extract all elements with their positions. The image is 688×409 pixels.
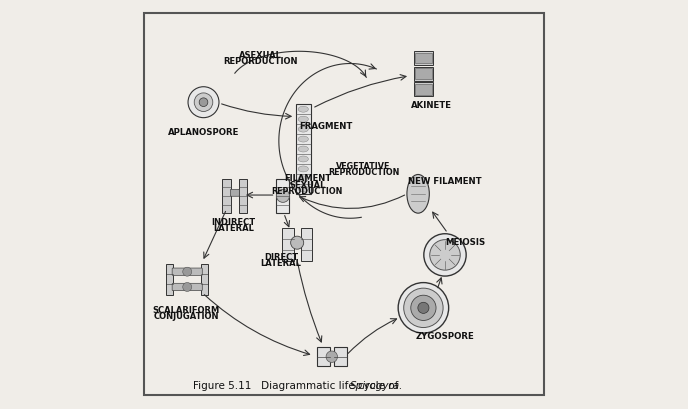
FancyBboxPatch shape (172, 268, 202, 276)
Bar (330, 353, 334, 360)
Text: SCALARIFORM: SCALARIFORM (152, 305, 219, 314)
Text: FRAGMENT: FRAGMENT (299, 121, 352, 130)
Ellipse shape (298, 187, 308, 192)
Text: ASEXUAL: ASEXUAL (239, 51, 282, 59)
Ellipse shape (298, 147, 308, 153)
Text: Figure 5.11   Diagrammatic life cycle of: Figure 5.11 Diagrammatic life cycle of (193, 380, 402, 390)
Text: DIRECT: DIRECT (264, 252, 298, 261)
Circle shape (188, 88, 219, 118)
Bar (277, 179, 290, 213)
Text: APLANOSPORE: APLANOSPORE (168, 128, 239, 137)
Text: LATERAL: LATERAL (213, 224, 254, 233)
Text: REPRODUCTION: REPRODUCTION (328, 168, 399, 177)
Bar (334, 347, 347, 366)
Bar (296, 105, 310, 194)
Bar (413, 52, 433, 66)
Bar (316, 347, 330, 366)
Bar (239, 179, 248, 213)
Bar (413, 83, 433, 97)
Ellipse shape (298, 127, 308, 133)
Ellipse shape (298, 176, 308, 182)
Text: REPORDUCTION: REPORDUCTION (224, 57, 298, 66)
Text: AKINETE: AKINETE (411, 101, 452, 110)
Ellipse shape (298, 137, 308, 143)
Ellipse shape (407, 175, 429, 213)
Text: ZYGOSPORE: ZYGOSPORE (416, 331, 474, 340)
Circle shape (277, 190, 290, 203)
Ellipse shape (298, 157, 308, 162)
Circle shape (199, 99, 208, 107)
Text: MEIOSIS: MEIOSIS (445, 237, 486, 246)
Text: REPRODUCTION: REPRODUCTION (272, 187, 343, 196)
FancyBboxPatch shape (172, 283, 202, 291)
Bar (202, 265, 208, 295)
Ellipse shape (298, 107, 308, 113)
Bar (416, 69, 431, 80)
Circle shape (326, 351, 338, 362)
Circle shape (183, 267, 192, 276)
Circle shape (418, 303, 429, 314)
Text: INDIRECT: INDIRECT (211, 218, 255, 227)
Text: LATERAL: LATERAL (261, 258, 301, 267)
Bar (301, 229, 312, 261)
Text: SEXUAL: SEXUAL (289, 180, 325, 189)
Bar (282, 229, 294, 261)
Circle shape (183, 283, 192, 292)
Bar (166, 265, 173, 295)
Circle shape (430, 240, 460, 270)
Bar (416, 85, 431, 95)
Circle shape (424, 234, 466, 276)
Ellipse shape (298, 117, 308, 123)
Circle shape (398, 283, 449, 333)
Bar (413, 67, 433, 81)
Text: NEW FILAMENT: NEW FILAMENT (408, 176, 482, 185)
Text: VEGETATIVE: VEGETATIVE (336, 162, 391, 171)
Text: CONJUGATION: CONJUGATION (153, 311, 219, 320)
Bar (416, 54, 431, 64)
Text: FILAMENT: FILAMENT (283, 173, 331, 182)
Ellipse shape (298, 166, 308, 173)
Circle shape (290, 236, 303, 249)
FancyBboxPatch shape (230, 190, 239, 197)
Bar (222, 179, 231, 213)
Circle shape (411, 295, 436, 321)
Circle shape (194, 94, 213, 112)
Text: Spirogyra.: Spirogyra. (350, 380, 403, 390)
Circle shape (404, 288, 443, 328)
